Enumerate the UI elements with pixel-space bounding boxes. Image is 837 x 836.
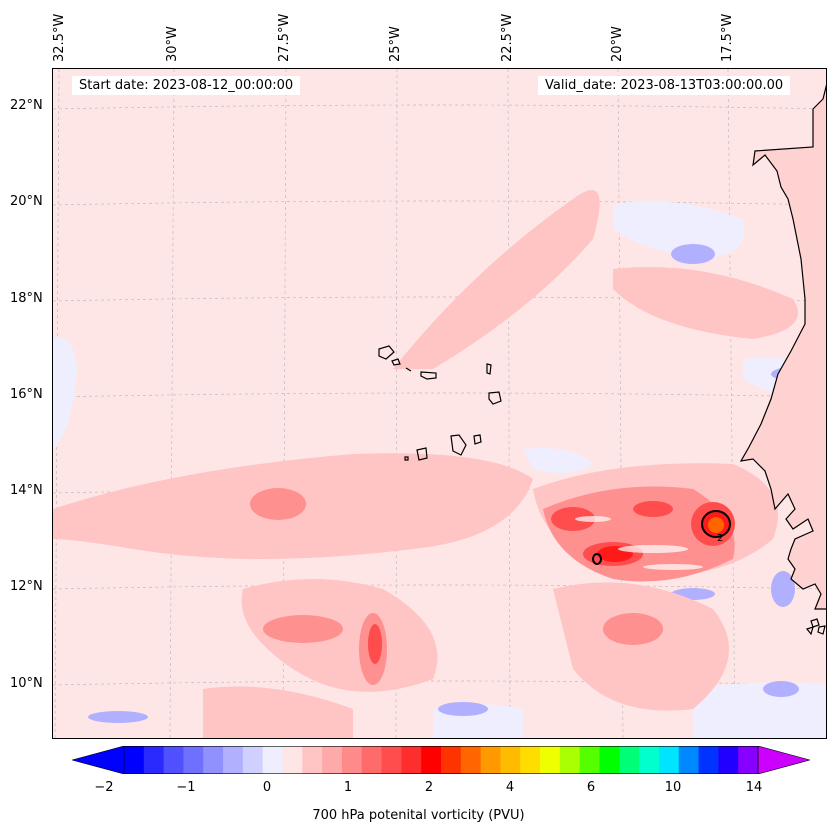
pv-white-streaks	[575, 516, 703, 570]
colorbar-border	[123, 746, 759, 774]
start-date-text: Start date: 2023-08-12_00:00:00	[72, 76, 301, 95]
colorbar-swatch	[500, 746, 521, 774]
latitude-label: 12°N	[10, 579, 43, 594]
colorbar-tick-label: 1	[343, 780, 353, 795]
pv-contour-2	[592, 510, 731, 565]
colorbar-swatch	[143, 746, 165, 774]
colorbar-swatch	[718, 746, 739, 774]
bijagos-islands	[805, 618, 826, 636]
longitude-label: 22.5°W	[500, 13, 515, 62]
colorbar-swatch	[559, 746, 581, 774]
colorbar-swatch	[619, 746, 640, 774]
colorbar-tick-label: −2	[94, 780, 114, 795]
africa-coastline	[739, 84, 826, 610]
colorbar-tick-label: 4	[505, 780, 515, 795]
colorbar-swatch	[124, 746, 145, 774]
colorbar-extend-high	[757, 746, 810, 774]
latitude-label: 10°N	[10, 676, 43, 691]
colorbar-swatch	[361, 746, 383, 774]
colorbar-swatch	[322, 746, 343, 774]
colorbar-swatch	[381, 746, 402, 774]
colorbar-swatch	[520, 746, 541, 774]
latitude-label: 16°N	[10, 387, 43, 402]
colorbar	[72, 746, 810, 774]
longitude-label: 30°W	[165, 26, 180, 62]
colorbar-swatch	[599, 746, 620, 774]
colorbar-swatch	[579, 746, 600, 774]
colorbar-swatch	[441, 746, 462, 774]
colorbar-swatch	[678, 746, 700, 774]
colorbar-tick-label: −1	[176, 780, 196, 795]
colorbar-tick-label: 6	[586, 780, 596, 795]
colorbar-tick-label: 10	[664, 780, 682, 795]
colorbar-tick-label: 2	[424, 780, 434, 795]
colorbar-swatch	[163, 746, 184, 774]
latitude-label: 20°N	[10, 194, 43, 209]
map-plot-area: 2	[52, 68, 827, 739]
colorbar-tick-label: 0	[262, 780, 272, 795]
colorbar-swatch	[183, 746, 204, 774]
pv-positive-peak	[708, 517, 724, 533]
colorbar-label: 700 hPa potenital vorticity (PVU)	[312, 808, 525, 823]
longitude-label: 17.5°W	[720, 13, 735, 62]
colorbar-swatch	[698, 746, 719, 774]
colorbar-tick-label: 14	[745, 780, 763, 795]
latitude-label: 18°N	[10, 291, 43, 306]
map-canvas: 2	[53, 69, 826, 738]
colorbar-swatch	[302, 746, 323, 774]
valid-date-text: Valid_date: 2023-08-13T03:00:00.00	[538, 76, 791, 95]
colorbar-swatch	[738, 746, 759, 774]
cape-verde-islands	[378, 345, 502, 461]
colorbar-swatch	[341, 746, 363, 774]
colorbar-swatch	[639, 746, 660, 774]
longitude-label: 32.5°W	[52, 13, 67, 62]
colorbar-swatch	[480, 746, 501, 774]
pv-positive-weak	[53, 190, 798, 738]
longitude-label: 25°W	[388, 26, 403, 62]
longitude-label: 20°W	[610, 26, 625, 62]
colorbar-swatch	[401, 746, 422, 774]
colorbar-swatch	[262, 746, 283, 774]
latitude-label: 14°N	[10, 483, 43, 498]
colorbar-swatch	[282, 746, 303, 774]
colorbar-extend-low	[72, 746, 125, 774]
colorbar-swatch	[203, 746, 224, 774]
colorbar-swatch	[242, 746, 264, 774]
contour-label: 2	[717, 533, 723, 544]
latitude-label: 22°N	[10, 98, 43, 113]
colorbar-swatch	[460, 746, 482, 774]
colorbar-swatch	[658, 746, 680, 774]
longitude-label: 27.5°W	[277, 13, 292, 62]
colorbar-swatch	[223, 746, 244, 774]
colorbar-swatch	[421, 746, 442, 774]
colorbar-swatch	[540, 746, 561, 774]
